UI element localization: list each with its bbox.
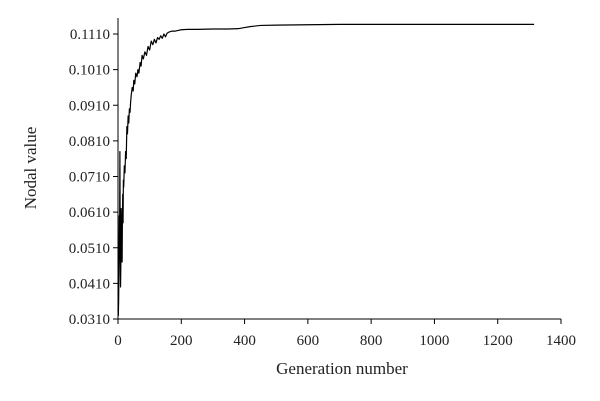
y-tick-label: 0.1110: [70, 27, 110, 43]
x-tick-label: 0: [114, 333, 122, 349]
y-tick-label: 0.0510: [69, 241, 110, 257]
y-tick-label: 0.0810: [69, 134, 110, 150]
y-tick-label: 0.0410: [69, 276, 110, 292]
y-axis-label: Nodal value: [21, 127, 40, 210]
x-tick-label: 1000: [419, 333, 449, 349]
x-tick-label: 400: [233, 333, 256, 349]
y-tick-label: 0.0910: [69, 98, 110, 114]
x-axis-ticks: 0 200 400 600 800 1000 1200 1400: [114, 319, 576, 349]
series-line: [117, 23, 535, 317]
x-tick-label: 1200: [483, 333, 513, 349]
plot-area: 0.0310 0.0410 0.0510 0.0610 0.0710 0.0810 0.09…: [69, 18, 576, 349]
x-tick-label: 600: [297, 333, 320, 349]
y-tick-label: 0.0310: [69, 312, 110, 328]
y-tick-label: 0.0710: [69, 170, 110, 186]
x-axis-label: Generation number: [276, 359, 408, 378]
x-tick-label: 200: [170, 333, 193, 349]
y-tick-label: 0.0610: [69, 205, 110, 221]
x-tick-label: 1400: [546, 333, 576, 349]
y-tick-label: 0.1010: [69, 63, 110, 79]
x-tick-label: 800: [360, 333, 383, 349]
y-axis-ticks: 0.0310 0.0410 0.0510 0.0610 0.0710 0.0810 0.09…: [69, 27, 118, 328]
